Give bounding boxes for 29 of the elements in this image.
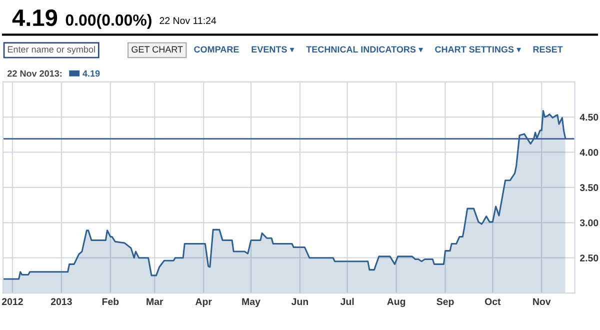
text: Enter name or symbol [8,46,95,54]
y-tick-label: 3.00 [580,219,598,226]
x-tick-label: Mar [146,298,164,306]
x-tick-label: Jun [291,298,308,306]
x-tick-label: Oct [484,298,501,306]
chart-subtitle: 0.00(0.00%) [66,14,152,29]
x-tick-label: Feb [102,298,119,306]
text: 22 Nov 11:24 [160,17,216,24]
text: EVENTS ▾ [252,46,294,53]
text: GET CHART [132,46,183,53]
text: RESET [533,46,563,53]
legend-label: 4.19 [82,70,100,77]
x-tick-label: 2012 [2,298,23,306]
y-tick-label: 4.50 [580,114,598,121]
text: COMPARE [194,46,239,53]
chart-title: 4.19 [12,9,58,26]
x-tick-label: Aug [387,298,406,307]
y-tick-label: 3.50 [580,184,598,192]
legend-title: 22 Nov 2013: [8,70,62,77]
y-tick-label: 4.00 [580,148,598,156]
x-tick-label: Apr [195,298,212,307]
x-tick-label: Jul [340,298,354,306]
y-tick-label: 2.50 [580,254,598,262]
text: TECHNICAL INDICATORS ▾ [306,46,423,53]
text: CHART SETTINGS ▾ [435,46,522,53]
x-tick-label: May [242,298,260,307]
x-tick-label: 2013 [50,298,72,306]
x-tick-label: Nov [533,298,551,306]
x-tick-label: Sep [436,298,454,307]
